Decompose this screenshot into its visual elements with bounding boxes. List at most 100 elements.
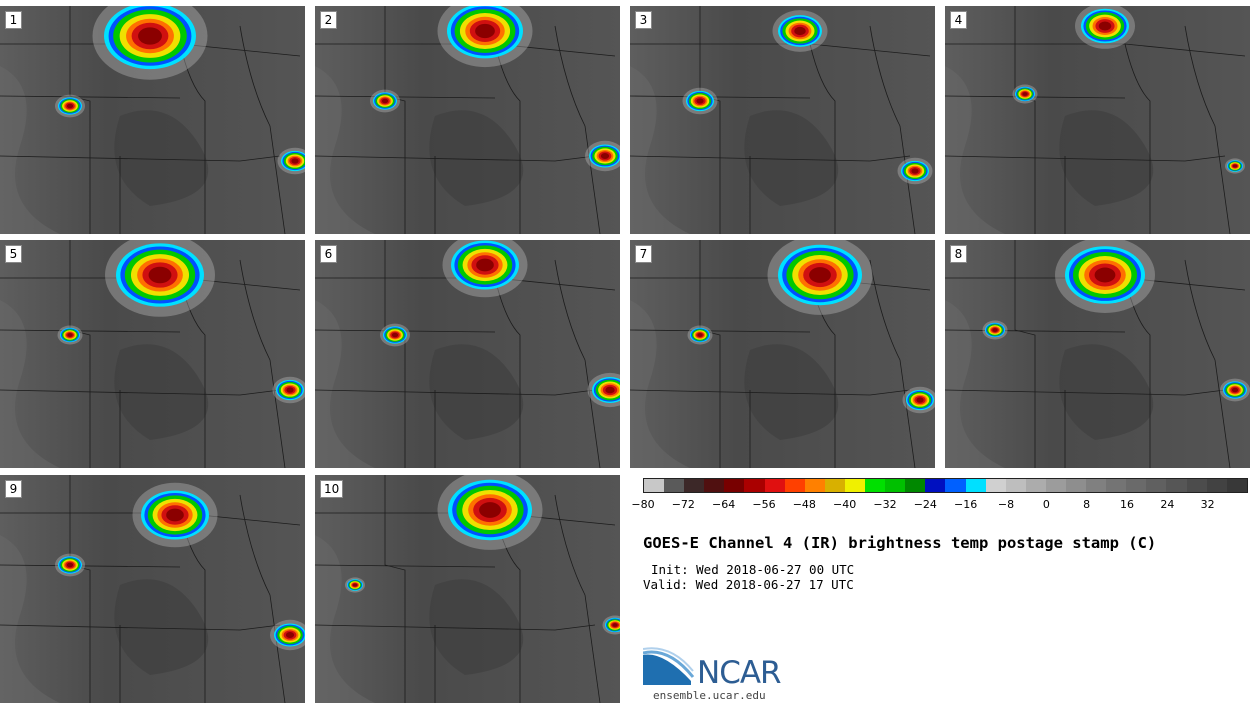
- colorbar-tick-label: −32: [873, 498, 897, 511]
- ir-map-icon: [945, 6, 1250, 234]
- ir-map-icon: [315, 6, 620, 234]
- storm-contour: [600, 153, 610, 159]
- storm-contour: [1094, 267, 1116, 283]
- colorbar-segment: [965, 479, 986, 492]
- colorbar-segment: [824, 479, 845, 492]
- panel-number: 5: [5, 245, 22, 263]
- colorbar-tick-label: −8: [997, 498, 1015, 511]
- storm-contour: [66, 103, 74, 109]
- ir-map-icon: [945, 240, 1250, 468]
- ir-map-icon: [315, 240, 620, 468]
- panel-member-9: 9: [0, 475, 305, 703]
- panel-member-1: 1: [0, 6, 305, 234]
- storm-contour: [696, 98, 704, 104]
- ncar-logo-icon: [643, 647, 695, 685]
- panel-number: 9: [5, 480, 22, 498]
- colorbar-tick-label: −48: [792, 498, 816, 511]
- storm-contour: [381, 98, 389, 104]
- colorbar-segment: [764, 479, 785, 492]
- ncar-logo-text: NCAR: [697, 655, 782, 691]
- storm-contour: [391, 332, 399, 338]
- storm-contour: [166, 508, 184, 522]
- colorbar-tick-label: −72: [671, 498, 695, 511]
- panel-member-6: 6: [315, 240, 620, 468]
- panel-member-5: 5: [0, 240, 305, 468]
- storm-contour: [475, 23, 495, 39]
- colorbar-segment: [724, 479, 745, 492]
- colorbar-tick-label: 0: [1042, 498, 1050, 511]
- colorbar-tick-label: −64: [712, 498, 736, 511]
- ir-map-icon: [315, 475, 620, 703]
- init-time: Init: Wed 2018-06-27 00 UTC: [651, 562, 855, 577]
- storm-contour: [697, 333, 703, 337]
- storm-contour: [148, 266, 172, 284]
- colorbar-segment: [784, 479, 805, 492]
- panel-member-8: 8: [945, 240, 1250, 468]
- storm-contour: [476, 258, 494, 272]
- storm-contour: [291, 158, 299, 164]
- panel-number: 2: [320, 11, 337, 29]
- colorbar-segment: [1226, 479, 1247, 492]
- figure-title: GOES-E Channel 4 (IR) brightness temp po…: [643, 534, 1157, 552]
- ir-map-icon: [0, 475, 305, 703]
- colorbar-segment: [885, 479, 906, 492]
- ir-map-icon: [0, 6, 305, 234]
- ir-map-icon: [630, 6, 935, 234]
- colorbar: [643, 478, 1248, 493]
- storm-contour: [992, 328, 998, 332]
- colorbar-tick-label: 8: [1083, 498, 1091, 511]
- colorbar-segment: [1206, 479, 1227, 492]
- colorbar-tick-label: 16: [1120, 498, 1134, 511]
- colorbar-segment: [804, 479, 825, 492]
- panel-number: 8: [950, 245, 967, 263]
- colorbar-tick-label: −24: [913, 498, 937, 511]
- colorbar-segment: [1186, 479, 1207, 492]
- storm-contour: [605, 386, 615, 394]
- colorbar-ticks: −80 −72 −64 −56 −48 −40 −32 −24 −16 −8 0 8 16 24 32: [631, 498, 1248, 512]
- storm-contour: [352, 583, 358, 587]
- colorbar-tick-label: −80: [631, 498, 655, 511]
- panel-number: 6: [320, 245, 337, 263]
- colorbar-segment: [1005, 479, 1026, 492]
- storm-contour: [285, 632, 295, 638]
- colorbar-tick-label: −40: [833, 498, 857, 511]
- colorbar-segment: [985, 479, 1006, 492]
- colorbar-segment: [664, 479, 685, 492]
- colorbar-segment: [1065, 479, 1087, 492]
- colorbar-tick-label: −56: [752, 498, 776, 511]
- colorbar-segment: [1146, 479, 1167, 492]
- storm-contour: [1022, 92, 1028, 96]
- colorbar-segment: [704, 479, 725, 492]
- panel-member-4: 4: [945, 6, 1250, 234]
- storm-contour: [138, 27, 162, 45]
- storm-contour: [911, 168, 919, 174]
- panel-number: 4: [950, 11, 967, 29]
- colorbar-tick-label: −16: [954, 498, 978, 511]
- panel-number: 3: [635, 11, 652, 29]
- storm-contour: [794, 26, 806, 36]
- storm-contour: [1232, 164, 1238, 168]
- storm-contour: [916, 397, 924, 403]
- storm-contour: [1098, 21, 1112, 31]
- panel-member-7: 7: [630, 240, 935, 468]
- colorbar-segment: [865, 479, 886, 492]
- storm-contour: [67, 333, 73, 337]
- site-url: ensemble.ucar.edu: [653, 689, 766, 702]
- storm-contour: [286, 387, 294, 393]
- panel-member-10: 10: [315, 475, 620, 703]
- colorbar-segment: [905, 479, 926, 492]
- colorbar-segment: [1126, 479, 1147, 492]
- colorbar-segment: [1166, 479, 1187, 492]
- colorbar-segment: [1086, 479, 1107, 492]
- colorbar-segment: [1025, 479, 1046, 492]
- colorbar-segment: [925, 479, 946, 492]
- panel-number: 10: [320, 480, 344, 498]
- colorbar-segment: [1106, 479, 1127, 492]
- colorbar-segment: [945, 479, 966, 492]
- colorbar-segment: [744, 479, 765, 492]
- panel-number: 7: [635, 245, 652, 263]
- colorbar-segment: [684, 479, 705, 492]
- colorbar-segment: [844, 479, 866, 492]
- panel-number: 1: [5, 11, 22, 29]
- ir-map-icon: [630, 240, 935, 468]
